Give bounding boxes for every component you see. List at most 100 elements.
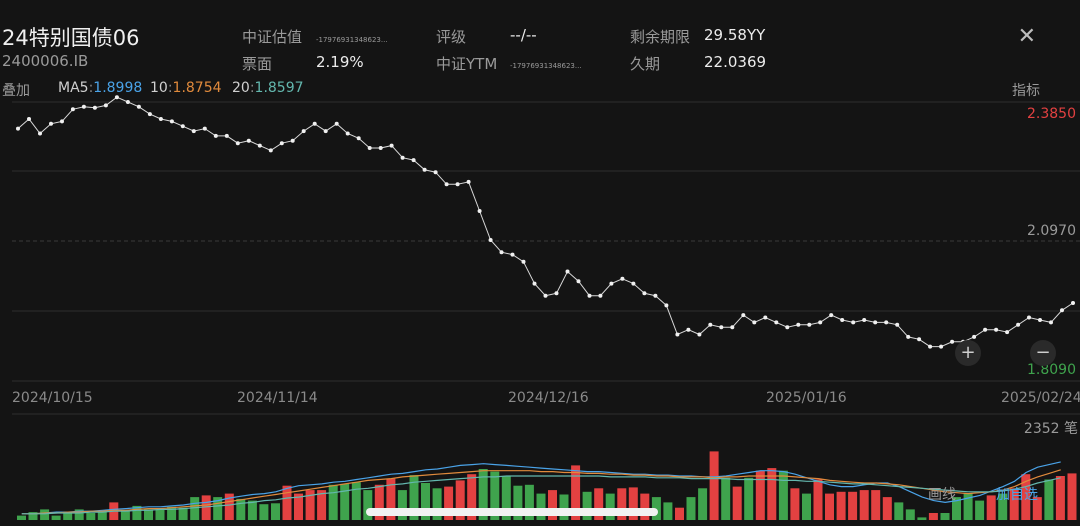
price-point [763, 315, 768, 320]
price-point [807, 322, 812, 327]
volume-bar [686, 497, 696, 520]
volume-bar [559, 494, 569, 520]
price-point [147, 112, 152, 117]
volume-ma20-line [21, 475, 1061, 515]
price-point [400, 155, 405, 160]
volume-max-label: 2352 笔 [1023, 421, 1078, 437]
price-point [1060, 308, 1064, 313]
price-point [829, 313, 834, 318]
price-point [895, 322, 900, 327]
price-point [312, 121, 317, 126]
ma5-legend: MA5:1.8998 [58, 80, 143, 96]
field-label-ytm: 中证YTM [436, 55, 498, 73]
volume-bar [928, 513, 938, 520]
volume-bar [663, 502, 673, 520]
price-point [884, 320, 889, 325]
price-point [433, 170, 438, 175]
volume-bar [859, 490, 869, 520]
add-watchlist-button[interactable]: 加自选 [996, 487, 1038, 503]
price-point [917, 337, 922, 342]
price-point [455, 182, 460, 187]
volume-bar [40, 509, 50, 520]
volume-bar [340, 483, 350, 520]
price-point [367, 146, 372, 150]
price-point [972, 334, 977, 339]
volume-bar [548, 490, 557, 520]
price-point [411, 158, 416, 163]
volume-bar [86, 513, 96, 520]
volume-bar [155, 509, 165, 520]
price-point [532, 281, 537, 286]
price-point [598, 293, 603, 298]
volume-bar [755, 470, 765, 520]
price-point [1071, 301, 1075, 305]
volume-bar [721, 477, 731, 520]
price-point [686, 327, 691, 332]
price-point [246, 138, 251, 143]
price-point [356, 136, 361, 141]
volume-bar [582, 491, 592, 520]
price-point [389, 143, 394, 148]
price-point [1005, 330, 1010, 335]
volume-bar [271, 503, 280, 520]
volume-bar [305, 490, 315, 520]
volume-bar [675, 507, 684, 520]
price-point [70, 107, 75, 112]
price-point [92, 105, 97, 110]
indicator-button[interactable]: 指标 [1012, 83, 1040, 99]
price-point [38, 131, 42, 136]
ma10-value: 1.8754 [172, 80, 222, 96]
close-icon[interactable]: ✕ [1017, 24, 1036, 49]
volume-bar [132, 505, 142, 520]
horizontal-scrollbar[interactable] [366, 508, 658, 516]
field-value-rating: --/-- [510, 26, 537, 44]
volume-bar [490, 471, 500, 520]
price-point [796, 322, 801, 327]
volume-bar [28, 512, 38, 520]
price-point [818, 320, 823, 325]
price-point [290, 138, 295, 143]
price-point [609, 281, 614, 286]
x-tick-label: 2025/01/16 [766, 390, 847, 406]
zoom-out-button[interactable]: − [1030, 340, 1056, 366]
price-point [257, 143, 262, 148]
volume-bar [744, 477, 754, 520]
volume-ma5-line [21, 461, 1061, 515]
price-point [1038, 318, 1042, 322]
price-point [345, 131, 350, 136]
price-point [708, 322, 713, 327]
volume-bar [501, 476, 511, 520]
volume-bar [571, 465, 581, 520]
volume-bar [167, 506, 177, 520]
y-label-low: 1.8090 [1027, 362, 1076, 378]
volume-bar [317, 490, 327, 520]
price-point [939, 344, 944, 349]
zoom-in-button[interactable]: + [955, 340, 981, 366]
volume-bar [940, 513, 950, 520]
volume-bar [397, 490, 407, 520]
overlay-button[interactable]: 叠加 [2, 83, 30, 99]
volume-bar [409, 475, 419, 520]
draw-line-button[interactable]: 画线 [928, 487, 956, 503]
price-point [576, 279, 581, 284]
volume-bar [605, 493, 615, 520]
field-value-valuation: -17976931348623... [316, 36, 388, 44]
ma10-label: 10 [150, 80, 168, 96]
ma20-legend: 20:1.8597 [232, 80, 304, 96]
volume-bar [836, 491, 846, 520]
volume-bar [952, 497, 961, 520]
volume-bar [709, 451, 719, 520]
x-tick-label: 2024/11/14 [237, 390, 318, 406]
price-point [180, 124, 185, 129]
volume-bar [790, 488, 800, 520]
price-point [587, 293, 592, 298]
volume-bar [524, 484, 534, 520]
price-point [994, 327, 999, 332]
volume-bar [282, 485, 292, 520]
price-point [158, 117, 163, 121]
price-point [697, 332, 702, 337]
x-tick-label: 2024/10/15 [12, 390, 93, 406]
price-point [510, 252, 515, 257]
volume-bar [74, 509, 84, 520]
